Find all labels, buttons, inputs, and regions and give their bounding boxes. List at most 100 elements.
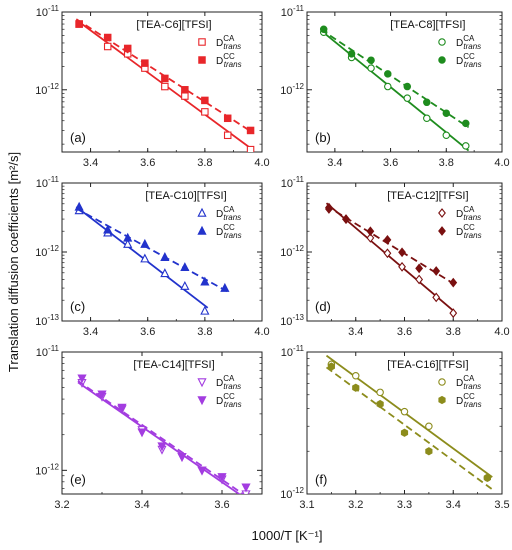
x-tick-label: 3.4 bbox=[348, 326, 363, 338]
fit-line-ca bbox=[325, 202, 457, 314]
data-point-cc bbox=[366, 226, 375, 237]
data-point-ca bbox=[462, 142, 470, 150]
y-tick-label: 10-12 bbox=[280, 82, 304, 97]
panel-label: (f) bbox=[315, 472, 327, 487]
data-point-cc bbox=[327, 362, 335, 371]
x-axis-label: 1000/T [K⁻¹] bbox=[252, 528, 323, 543]
data-point-cc bbox=[398, 247, 406, 258]
panel-title: [TEA-C16][TFSI] bbox=[387, 359, 468, 371]
y-tick-label: 10-12 bbox=[280, 486, 304, 501]
plot-frame bbox=[61, 11, 263, 153]
data-point-cc bbox=[117, 403, 127, 413]
plot-area bbox=[319, 25, 470, 152]
data-point-ca bbox=[180, 280, 190, 290]
data-point-ca bbox=[161, 82, 169, 91]
panel-title: [TEA-C6][TFSI] bbox=[136, 19, 211, 31]
y-tick-label: 10-11 bbox=[281, 4, 305, 19]
data-point-ca bbox=[415, 274, 424, 285]
x-tick-label: 3.8 bbox=[197, 326, 212, 338]
x-tick-label: 3.5 bbox=[494, 499, 509, 511]
legend-marker-ca bbox=[197, 378, 207, 388]
y-tick-label: 10-13 bbox=[280, 313, 304, 328]
legend-marker-cc bbox=[438, 226, 446, 236]
y-tick-label: 10-12 bbox=[35, 462, 59, 477]
data-point-cc bbox=[141, 59, 149, 67]
data-point-cc bbox=[197, 466, 207, 476]
data-point-cc bbox=[347, 50, 356, 58]
chart-panel-b: 3.4 3.6 3.8 4.0 10-12 10-11 [TEA-C8][TFSI] (b) D… bbox=[280, 4, 509, 169]
fit-line-ca bbox=[75, 206, 209, 309]
x-tick-label: 3.8 bbox=[197, 157, 212, 169]
legend-entry-ca: DCA trans bbox=[456, 205, 481, 222]
data-point-cc bbox=[220, 282, 230, 292]
legend-entry-cc: DCC trans bbox=[216, 223, 242, 240]
data-point-cc bbox=[140, 238, 150, 248]
panel-title: [TEA-C14][TFSI] bbox=[133, 359, 214, 371]
data-point-cc bbox=[217, 473, 227, 483]
plot-area bbox=[325, 202, 458, 319]
x-tick-label: 3.8 bbox=[439, 157, 454, 169]
fit-line-ca bbox=[320, 29, 470, 152]
x-tick-label: 3.6 bbox=[383, 157, 398, 169]
legend-entry-cc: DCC trans bbox=[456, 52, 482, 69]
y-tick-label: 10-11 bbox=[281, 344, 305, 359]
plot-frame bbox=[61, 351, 263, 495]
data-point-ca bbox=[200, 305, 210, 315]
data-point-ca bbox=[423, 114, 431, 123]
data-point-ca bbox=[425, 422, 433, 430]
plot-area bbox=[74, 201, 230, 315]
data-point-cc bbox=[423, 98, 431, 107]
data-point-cc bbox=[483, 473, 491, 482]
plot-frame bbox=[306, 11, 503, 153]
plot-area bbox=[77, 374, 251, 494]
legend-marker-cc bbox=[197, 225, 207, 235]
data-point-cc bbox=[425, 447, 433, 456]
data-point-ca bbox=[403, 94, 412, 102]
data-point-cc bbox=[180, 262, 190, 272]
panel-label: (b) bbox=[315, 130, 331, 145]
data-point-ca bbox=[201, 108, 209, 116]
x-tick-label: 3.8 bbox=[446, 326, 461, 338]
data-point-cc bbox=[319, 25, 328, 34]
data-point-cc bbox=[103, 224, 113, 234]
data-point-cc bbox=[160, 252, 170, 261]
legend-entry-ca: DCA trans bbox=[456, 374, 481, 391]
data-point-cc bbox=[97, 390, 107, 400]
data-point-cc bbox=[157, 442, 167, 452]
data-point-ca bbox=[383, 248, 392, 259]
data-point-ca bbox=[123, 238, 133, 248]
data-point-ca bbox=[351, 372, 360, 380]
data-point-cc bbox=[123, 44, 132, 53]
x-tick-label: 4.0 bbox=[494, 157, 509, 169]
data-point-cc bbox=[223, 114, 232, 123]
data-point-ca bbox=[160, 268, 170, 278]
legend-entry-ca: DCA trans bbox=[216, 205, 241, 222]
chart-panel-a: 3.4 3.6 3.8 4.0 10-12 10-11 [TEA-C6][TFSI] (a) D… bbox=[35, 4, 269, 169]
x-tick-label: 4.0 bbox=[254, 157, 269, 169]
legend-entry-ca: DCA trans bbox=[456, 34, 481, 51]
data-point-cc bbox=[200, 276, 210, 286]
chart-panel-c: 3.4 3.6 3.8 4.0 10-13 10-12 10-11 [TEA-C10][TFS… bbox=[35, 175, 269, 338]
y-tick-label: 10-13 bbox=[35, 313, 59, 328]
x-tick-label: 3.4 bbox=[83, 326, 98, 338]
legend-entry-ca: DCA trans bbox=[216, 374, 241, 391]
panel-label: (e) bbox=[70, 472, 86, 487]
chart-panels: 3.4 3.6 3.8 4.0 10-12 10-11 [TEA-C6][TFSI] (a) D… bbox=[35, 4, 509, 511]
data-point-cc bbox=[383, 234, 392, 245]
data-point-cc bbox=[432, 266, 441, 276]
x-tick-label: 3.6 bbox=[140, 326, 155, 338]
fit-line-cc bbox=[77, 380, 245, 494]
panel-title: [TEA-C10][TFSI] bbox=[145, 190, 226, 202]
x-tick-label: 3.6 bbox=[214, 499, 229, 511]
x-tick-label: 3.6 bbox=[140, 157, 155, 169]
x-tick-label: 3.2 bbox=[348, 499, 363, 511]
data-point-cc bbox=[181, 86, 189, 94]
data-point-ca bbox=[400, 407, 409, 416]
data-point-ca bbox=[181, 92, 189, 100]
plot-frame bbox=[61, 182, 263, 322]
data-point-cc bbox=[77, 374, 87, 384]
data-point-cc bbox=[415, 263, 424, 274]
y-tick-label: 10-12 bbox=[35, 82, 59, 97]
data-point-cc bbox=[74, 201, 84, 211]
